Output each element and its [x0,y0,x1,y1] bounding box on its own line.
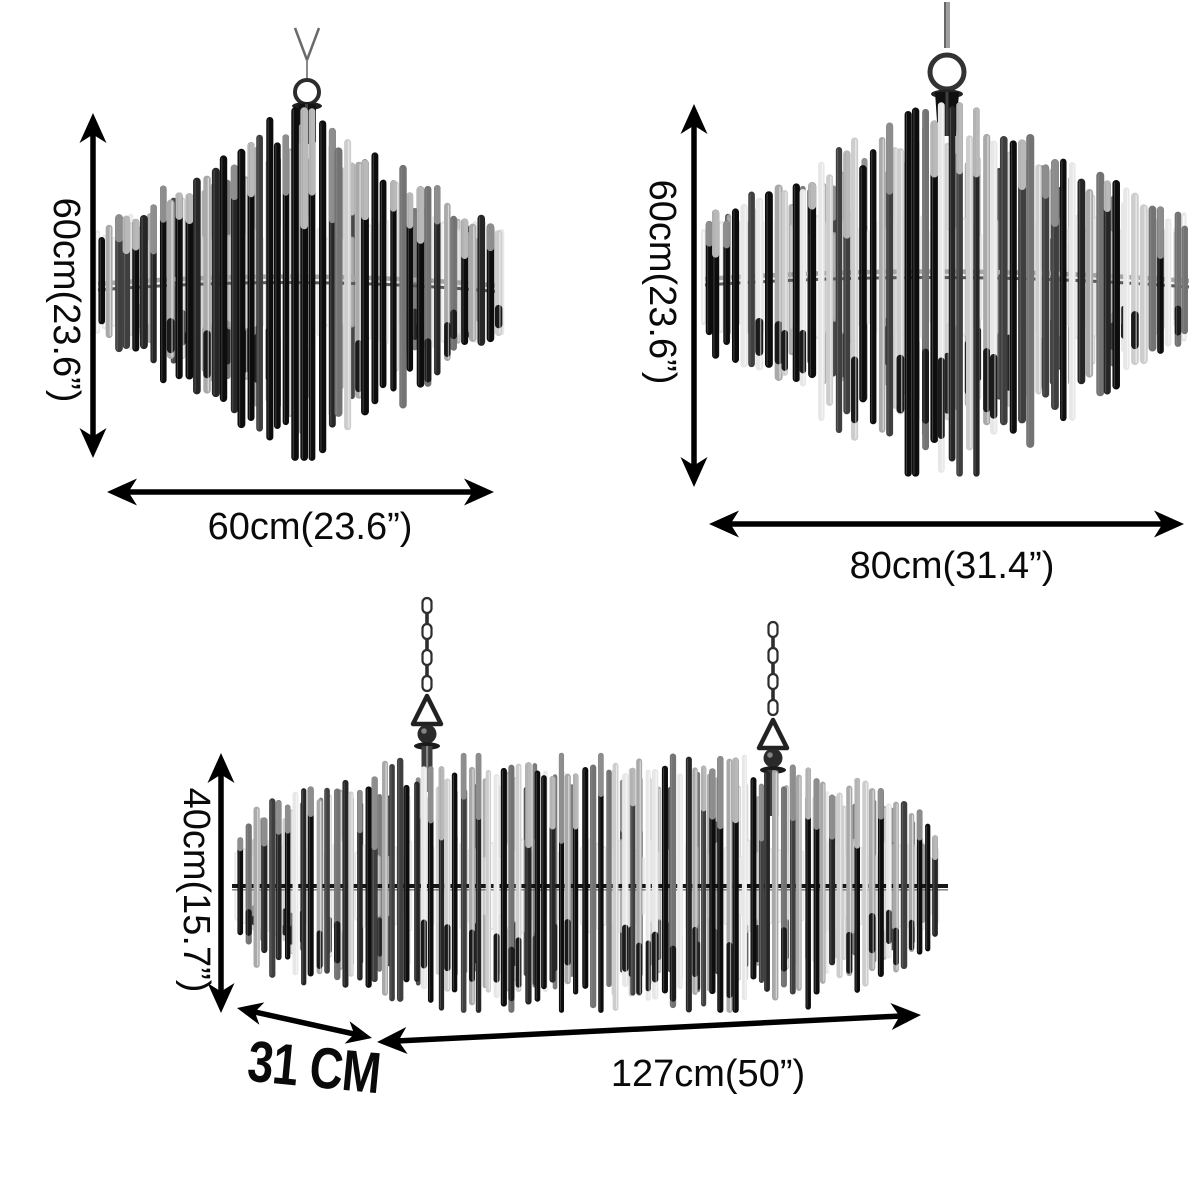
round-chandelier-small-image [95,27,505,461]
round-chandelier-large-image [701,2,1190,477]
linear-height-label: 40cm(15.7”) [175,787,217,993]
linear-width-label: 127cm(50”) [610,1053,806,1095]
linear-depth-label: 31 CM [244,1028,384,1107]
round-small-width-label: 60cm(23.6”) [207,506,413,548]
round-small-height-label: 60cm(23.6”) [45,197,87,403]
linear-chandelier-image [232,596,948,1013]
round-large-width-label: 80cm(31.4”) [849,545,1055,587]
hanging-chain [410,596,444,792]
round-large-height-label: 60cm(23.6”) [641,179,683,385]
